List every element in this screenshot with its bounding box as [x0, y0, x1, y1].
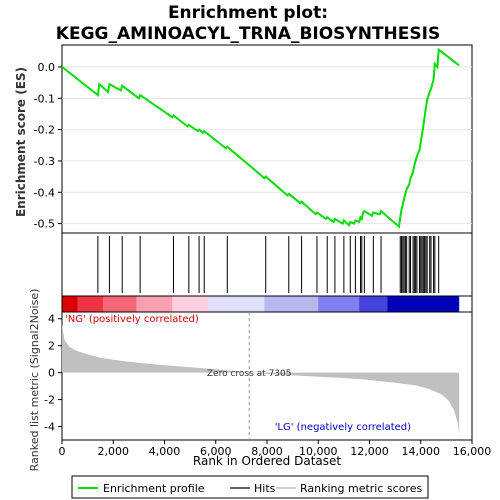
heat-segment [264, 296, 319, 312]
legend-ranking-label: Ranking metric scores [300, 482, 422, 495]
es-panel-frame [61, 44, 473, 234]
legend-enrichment-label: Enrichment profile [103, 482, 205, 495]
es-ytick-label: -0.1 [34, 92, 55, 105]
heat-segment [62, 296, 78, 312]
ranked-ytick-label: 0 [48, 367, 55, 380]
es-panel: 0.0 -0.1 -0.2 -0.3 -0.4 -0.5 Enrichment score… [14, 44, 473, 234]
heat-segment [438, 296, 460, 312]
x-tick-label: 10,000 [299, 445, 338, 458]
heat-segment [359, 296, 388, 312]
x-tick-label: 6,000 [200, 445, 232, 458]
es-ytick-label: 0.0 [38, 61, 56, 74]
x-tick-label: 14,000 [402, 445, 441, 458]
heat-segment [318, 296, 360, 312]
legend-box [71, 475, 429, 499]
ranked-panel: 4 2 0 -2 -4 'NG' (positively correlated) 'LG… [28, 289, 473, 472]
ranked-ytick-label: 2 [48, 340, 55, 353]
legend-hits-label: Hits [254, 482, 276, 495]
ranked-ytick-label: -2 [44, 394, 55, 407]
chart-title-line1: Enrichment plot: [168, 3, 328, 23]
ranked-ylabel: Ranked list metric (Signal2Noise) [28, 289, 41, 472]
heat-segment [103, 296, 137, 312]
legend: Enrichment profile Hits Ranking metric s… [71, 475, 429, 499]
heat-segment [77, 296, 104, 312]
es-ylabel: Enrichment score (ES) [14, 67, 28, 217]
x-tick-label: 8,000 [251, 445, 283, 458]
zero-cross-label: Zero cross at 7305 [207, 369, 292, 379]
positive-correlation-label: 'NG' (positively correlated) [65, 314, 199, 325]
hits-panel [61, 232, 473, 297]
x-tick-label: 2,000 [98, 445, 130, 458]
x-tick-label: 0 [59, 445, 66, 458]
heat-segment [208, 296, 265, 312]
es-ytick-label: -0.5 [34, 218, 55, 231]
heat-segment [136, 296, 173, 312]
x-axis-label: Rank in Ordered Dataset [193, 454, 341, 468]
negative-correlation-label: 'LG' (negatively correlated) [275, 422, 411, 433]
x-tick-label: 16,000 [453, 445, 492, 458]
ranking-heat-strip [61, 295, 473, 313]
es-ytick-label: -0.4 [34, 186, 55, 199]
enrichment-profile-line [61, 47, 460, 229]
x-tick-label: 12,000 [350, 445, 389, 458]
ranked-ytick-label: 4 [48, 313, 55, 326]
ranked-ytick-label: -4 [44, 421, 55, 434]
es-ytick-label: -0.3 [34, 155, 55, 168]
chart-title-line2: KEGG_AMINOACYL_TRNA_BIOSYNTHESIS [56, 24, 440, 44]
heat-segment [172, 296, 209, 312]
x-axis: 0 2,000 4,000 6,000 8,000 10,000 12,000 14,000 1… [59, 440, 492, 458]
x-tick-label: 4,000 [149, 445, 181, 458]
heat-segment [387, 296, 440, 312]
heat-segment-empty [459, 296, 472, 312]
ranking-metric-area [62, 324, 460, 435]
es-ytick-label: -0.2 [34, 124, 55, 137]
